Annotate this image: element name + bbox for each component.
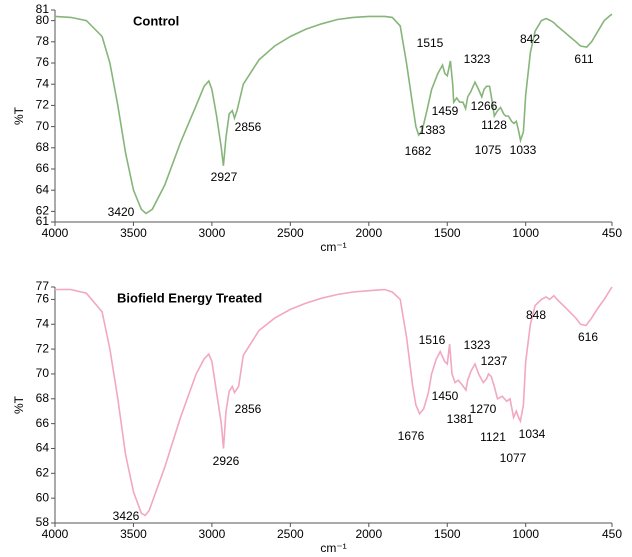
peak-label: 3420 (108, 205, 135, 219)
peak-label: 1323 (464, 338, 491, 352)
x-tick-label: 450 (602, 226, 622, 240)
peak-label: 1450 (432, 389, 459, 403)
x-tick-label: 1000 (512, 527, 539, 541)
y-tick-label: 64 (36, 441, 50, 455)
y-tick-label: 76 (36, 55, 50, 69)
peak-label: 1033 (510, 143, 537, 157)
y-tick-label: 66 (36, 161, 50, 175)
y-tick-label: 68 (36, 140, 50, 154)
x-axis-label: cm⁻¹ (320, 240, 346, 254)
x-tick-label: 4000 (42, 226, 69, 240)
peak-label: 1266 (471, 99, 498, 113)
x-tick-label: 2500 (277, 527, 304, 541)
y-tick-label: 68 (36, 391, 50, 405)
peak-label: 1077 (500, 451, 527, 465)
peak-label: 3426 (113, 509, 140, 523)
y-tick-label: 72 (36, 341, 50, 355)
y-tick-label: 72 (36, 98, 50, 112)
x-tick-label: 3000 (199, 226, 226, 240)
y-axis-label: %T (12, 106, 26, 125)
y-tick-label: 74 (36, 316, 50, 330)
peak-label: 611 (574, 52, 593, 66)
peak-label: 1383 (419, 123, 446, 137)
chart-title: Biofield Energy Treated (117, 290, 262, 305)
y-tick-label: 74 (36, 76, 50, 90)
y-tick-label: 60 (36, 490, 50, 504)
peak-label: 1381 (447, 412, 474, 426)
x-tick-label: 3500 (120, 226, 147, 240)
x-tick-label: 1500 (434, 527, 461, 541)
peak-label: 1459 (432, 104, 459, 118)
peak-label: 1516 (419, 333, 446, 347)
x-tick-label: 1000 (512, 226, 539, 240)
y-tick-label: 64 (36, 182, 50, 196)
spectrum-line (55, 286, 613, 517)
peak-label: 1270 (470, 402, 497, 416)
peak-label: 1034 (519, 427, 546, 441)
y-tick-label: 61 (36, 214, 50, 228)
peak-label: 1515 (417, 36, 444, 50)
x-tick-label: 3000 (199, 527, 226, 541)
peak-label: 2926 (213, 454, 240, 468)
peak-label: 2856 (235, 120, 262, 134)
peak-label: 2927 (211, 170, 238, 184)
y-tick-label: 80 (36, 13, 50, 27)
peak-label: 848 (526, 308, 546, 322)
x-tick-label: 1500 (434, 226, 461, 240)
peak-label: 616 (578, 330, 598, 344)
chart-title: Control (133, 13, 179, 28)
peak-label: 1323 (464, 52, 491, 66)
x-axis-label: cm⁻¹ (320, 541, 346, 555)
peak-label: 1676 (398, 429, 425, 443)
x-tick-label: 2500 (277, 226, 304, 240)
peak-label: 842 (520, 32, 540, 46)
y-tick-label: 58 (36, 515, 50, 529)
y-tick-label: 78 (36, 34, 50, 48)
y-tick-label: 66 (36, 416, 50, 430)
y-tick-label: 62 (36, 465, 50, 479)
x-tick-label: 3500 (120, 527, 147, 541)
y-axis-label: %T (12, 395, 26, 414)
x-tick-label: 450 (602, 527, 622, 541)
peak-label: 2856 (235, 402, 262, 416)
peak-label: 1121 (480, 430, 506, 444)
x-tick-label: 2000 (355, 527, 382, 541)
spectrum-line (54, 13, 613, 215)
y-tick-label: 70 (36, 366, 50, 380)
peak-label: 1682 (405, 144, 432, 158)
peak-label: 1128 (481, 118, 507, 132)
peak-label: 1237 (481, 354, 508, 368)
y-tick-label: 62 (36, 204, 50, 218)
y-tick-label: 76 (36, 292, 50, 306)
y-tick-label: 81 (36, 2, 50, 16)
x-tick-label: 4000 (42, 527, 69, 541)
y-tick-label: 77 (36, 279, 50, 293)
peak-label: 1075 (475, 143, 502, 157)
x-tick-label: 2000 (355, 226, 382, 240)
y-tick-label: 70 (36, 119, 50, 133)
